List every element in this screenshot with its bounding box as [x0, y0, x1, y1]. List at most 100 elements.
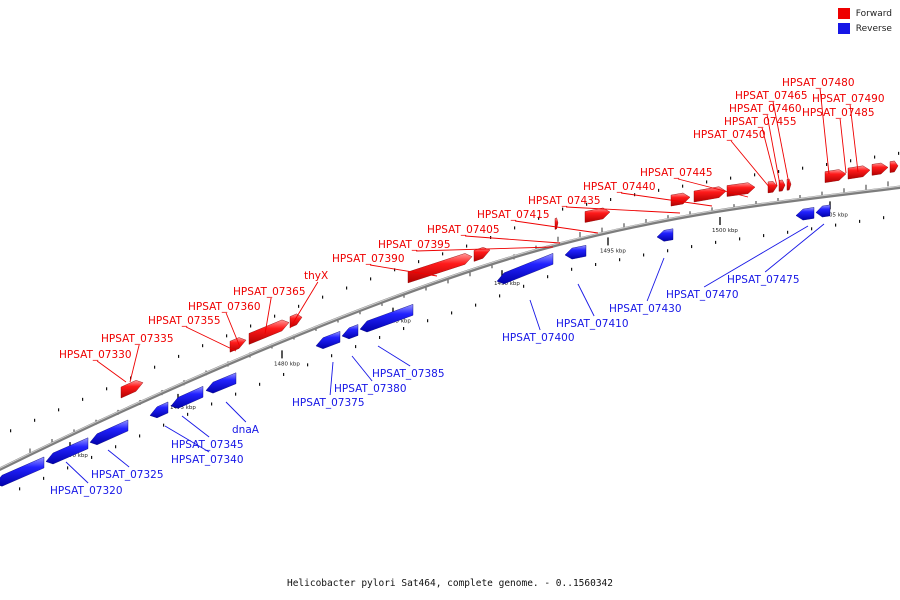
reverse-gene-label[interactable]: HPSAT_07470 — [666, 289, 739, 301]
leader-line — [370, 264, 438, 277]
forward-gene-label[interactable]: thyX — [304, 270, 328, 282]
reverse-gene-arrow[interactable] — [0, 456, 45, 487]
forward-gene-label[interactable]: HPSAT_07365 — [233, 286, 306, 298]
track-dot — [619, 258, 621, 262]
reverse-gene-label[interactable]: HPSAT_07320 — [50, 485, 123, 497]
forward-gene-arrow[interactable] — [767, 181, 778, 194]
reverse-gene-arrow[interactable] — [45, 437, 89, 465]
track-dot — [763, 234, 765, 238]
forward-gene-arrow[interactable] — [889, 160, 899, 173]
reverse-gene-label[interactable]: HPSAT_07325 — [91, 469, 164, 481]
track-dot — [595, 263, 597, 266]
forward-gene-label[interactable]: HPSAT_07330 — [59, 349, 132, 361]
reverse-gene-label[interactable]: HPSAT_07340 — [171, 454, 244, 466]
forward-gene-label[interactable]: HPSAT_07395 — [378, 239, 451, 251]
forward-gene-arrow[interactable] — [693, 186, 727, 203]
forward-gene-label[interactable]: HPSAT_07465 — [735, 90, 808, 102]
forward-gene-arrow[interactable] — [473, 247, 491, 262]
reverse-gene-label[interactable]: HPSAT_07400 — [502, 332, 575, 344]
legend: Forward Reverse — [837, 8, 892, 38]
forward-gene-arrow[interactable] — [584, 207, 611, 223]
forward-gene-arrow[interactable] — [778, 179, 786, 192]
forward-gene-label[interactable]: HPSAT_07415 — [477, 209, 550, 221]
reverse-gene-arrow[interactable] — [341, 324, 359, 340]
track-dot — [283, 372, 285, 376]
forward-gene-label[interactable]: HPSAT_07480 — [782, 77, 855, 89]
forward-gene-label[interactable]: HPSAT_07435 — [528, 195, 601, 207]
forward-gene-arrow[interactable] — [726, 182, 756, 197]
reverse-gene-label[interactable]: dnaA — [232, 424, 260, 436]
reverse-gene-arrow[interactable] — [149, 401, 169, 419]
track-dot — [586, 202, 588, 206]
reverse-gene-arrow[interactable] — [496, 253, 554, 285]
track-dot — [778, 170, 780, 174]
reverse-gene-arrow[interactable] — [315, 331, 341, 349]
axis-tick-label: 1480 kbp — [274, 361, 300, 367]
forward-gene-label[interactable]: HPSAT_07360 — [188, 301, 261, 313]
reverse-gene-label[interactable]: HPSAT_07375 — [292, 397, 365, 409]
track-dot — [874, 155, 876, 159]
forward-gene-label[interactable]: HPSAT_07440 — [583, 181, 656, 193]
track-dot — [139, 434, 141, 438]
reverse-gene-label[interactable]: HPSAT_07385 — [372, 368, 445, 380]
forward-gene-arrow[interactable] — [824, 169, 847, 183]
forward-gene-label[interactable]: HPSAT_07490 — [812, 93, 885, 105]
forward-gene-label[interactable]: HPSAT_07355 — [148, 315, 221, 327]
forward-gene-arrow[interactable] — [670, 192, 691, 207]
forward-gene-label[interactable]: HPSAT_07390 — [332, 253, 405, 265]
reverse-gene-label[interactable]: HPSAT_07475 — [727, 274, 800, 286]
forward-gene-arrow[interactable] — [847, 165, 871, 180]
reverse-gene-label[interactable]: HPSAT_07410 — [556, 318, 629, 330]
forward-gene-arrow[interactable] — [120, 380, 144, 399]
track-dot — [331, 354, 333, 358]
reverse-gene-label[interactable]: HPSAT_07380 — [334, 383, 407, 395]
leader-line — [646, 257, 665, 302]
forward-gene-arrow[interactable] — [554, 217, 559, 230]
track-dot — [475, 303, 477, 307]
forward-gene-label[interactable]: HPSAT_07445 — [640, 167, 713, 179]
forward-gene-arrow[interactable] — [871, 162, 889, 176]
track-dot — [562, 207, 564, 211]
genome-backbone-highlight — [0, 185, 900, 469]
track-dot — [643, 253, 645, 257]
forward-gene-label[interactable]: HPSAT_07450 — [693, 129, 766, 141]
track-dot — [811, 227, 813, 231]
forward-gene-label[interactable]: HPSAT_07455 — [724, 116, 797, 128]
forward-gene-label[interactable]: HPSAT_07405 — [427, 224, 500, 236]
leader-line — [766, 114, 781, 186]
leader-line — [164, 425, 210, 453]
leader-line — [65, 461, 89, 484]
forward-gene-arrow[interactable] — [248, 319, 290, 345]
reverse-gene-label[interactable]: HPSAT_07345 — [171, 439, 244, 451]
track-dot — [835, 223, 837, 227]
reverse-gene-label[interactable]: HPSAT_07430 — [609, 303, 682, 315]
reverse-gene-arrow[interactable] — [89, 419, 129, 446]
reverse-gene-arrow[interactable] — [795, 207, 815, 221]
axis-tick-label: 1470 kbp — [62, 453, 88, 459]
forward-gene-arrow[interactable] — [289, 313, 303, 328]
forward-gene-arrow[interactable] — [786, 178, 792, 191]
track-dot — [787, 230, 789, 234]
track-dot — [730, 176, 732, 180]
reverse-gene-arrow[interactable] — [656, 228, 674, 242]
leader-line — [764, 223, 825, 273]
reverse-gene-arrow[interactable] — [170, 385, 204, 409]
track-dot — [91, 455, 93, 459]
forward-gene-label[interactable]: HPSAT_07335 — [101, 333, 174, 345]
reverse-gene-arrow[interactable] — [205, 372, 237, 394]
forward-label: Forward — [855, 8, 892, 19]
reverse-gene-arrow[interactable] — [359, 303, 414, 333]
reverse-gene-arrow[interactable] — [815, 204, 831, 218]
reverse-gene-arrow[interactable] — [564, 245, 587, 260]
forward-gene-arrow[interactable] — [229, 337, 247, 353]
track-dot — [115, 445, 117, 449]
track-dot — [427, 319, 429, 323]
leader-line — [577, 283, 595, 317]
forward-gene-label[interactable]: HPSAT_07485 — [802, 107, 875, 119]
forward-gene-label[interactable]: HPSAT_07460 — [729, 103, 802, 115]
forward-gene-arrow[interactable] — [407, 253, 473, 284]
leader-line — [515, 220, 599, 234]
leader-line — [377, 345, 411, 367]
leader-line — [678, 178, 749, 198]
axis-ticks: 1470 kbp 1475 kbp 1480 kbp 1485 kbp 1490 kbp… — [29, 181, 889, 459]
